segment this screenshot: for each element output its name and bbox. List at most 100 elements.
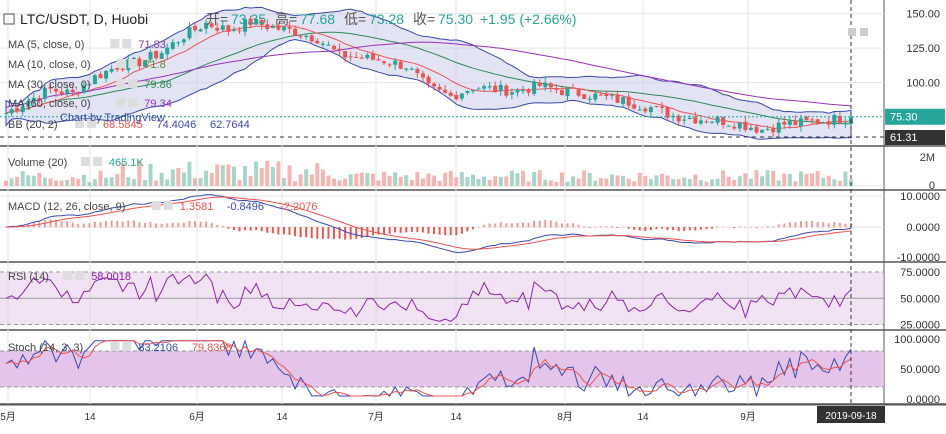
- settings-icon[interactable]: [116, 79, 126, 88]
- volume-bar: [504, 176, 509, 186]
- close-icon[interactable]: [122, 39, 132, 48]
- close-icon[interactable]: [87, 119, 96, 128]
- volume-bar: [187, 161, 192, 186]
- macd-histogram-bar: [60, 221, 63, 228]
- volume-bar: [376, 180, 381, 186]
- close-icon[interactable]: [122, 342, 132, 351]
- ma30-legend[interactable]: MA (30, close, 0): [8, 79, 91, 91]
- candle: [137, 58, 142, 67]
- settings-icon[interactable]: [860, 28, 868, 36]
- macd-histogram-bar: [677, 227, 680, 232]
- stoch-k-line: [5, 339, 852, 398]
- volume-bar: [48, 178, 53, 186]
- macd-histogram-bar: [694, 227, 697, 231]
- settings-icon[interactable]: [80, 157, 90, 166]
- volume-bar: [843, 171, 848, 186]
- candle: [787, 121, 792, 125]
- volume-bar: [482, 176, 487, 186]
- volume-bar: [732, 179, 737, 186]
- candle: [476, 88, 481, 90]
- candle: [459, 93, 464, 99]
- settings-icon[interactable]: [75, 119, 84, 128]
- volume-bar: [654, 175, 659, 186]
- candle: [782, 121, 787, 125]
- stoch-legend-value: 83.2106: [138, 342, 178, 354]
- ma10-legend[interactable]: MA (10, close, 0): [8, 59, 91, 71]
- candle: [109, 69, 114, 72]
- price-tick: 150.00: [906, 9, 940, 21]
- candle: [721, 117, 726, 125]
- candle: [343, 50, 348, 58]
- close-icon[interactable]: [128, 79, 138, 88]
- macd-histogram-bar: [505, 223, 508, 228]
- volume-bar: [154, 180, 159, 186]
- volume-bar: [621, 176, 626, 186]
- candle: [815, 119, 820, 124]
- close-icon[interactable]: [128, 59, 138, 68]
- volume-bar: [126, 177, 131, 186]
- settings-icon[interactable]: [110, 39, 120, 48]
- macd-legend[interactable]: MACD (12, 26, close, 9): [8, 201, 125, 213]
- macd-histogram-bar: [672, 227, 675, 231]
- macd-histogram-bar: [171, 222, 174, 228]
- macd-histogram-bar: [522, 222, 525, 228]
- settings-icon[interactable]: [116, 59, 126, 68]
- macd-histogram-bar: [799, 221, 802, 228]
- volume-legend[interactable]: Volume (20): [8, 157, 67, 169]
- volume-bar: [137, 160, 142, 186]
- current-price-value: 75.30: [890, 112, 918, 124]
- bb-legend-value: 62.7644: [210, 119, 250, 131]
- close-icon[interactable]: [128, 98, 138, 107]
- ma5-legend-label: MA (5, close, 0): [8, 39, 84, 51]
- volume-bar: [165, 179, 170, 186]
- macd-histogram-bar: [588, 227, 591, 228]
- volume-bar: [142, 180, 147, 186]
- settings-icon[interactable]: [116, 98, 126, 107]
- candle: [81, 85, 86, 93]
- macd-histogram-bar: [449, 227, 452, 236]
- close-icon[interactable]: [163, 201, 173, 210]
- volume-bar: [404, 175, 409, 186]
- close-icon[interactable]: [75, 271, 85, 280]
- maximize-icon[interactable]: [848, 28, 856, 36]
- candle: [337, 48, 342, 51]
- volume-bar: [810, 173, 815, 186]
- candle: [187, 27, 192, 39]
- stoch-legend[interactable]: Stoch (14, 3, 3): [8, 342, 83, 354]
- volume-bar: [754, 170, 759, 186]
- ma5-legend[interactable]: MA (5, close, 0): [8, 39, 84, 51]
- bb-legend[interactable]: BB (20, 2): [8, 119, 58, 131]
- settings-icon[interactable]: [151, 201, 161, 210]
- macd-histogram-bar: [455, 227, 458, 236]
- macd-histogram-bar: [577, 224, 580, 228]
- settings-icon[interactable]: [63, 271, 73, 280]
- volume-bar: [281, 177, 286, 186]
- candle: [576, 89, 581, 96]
- macd-histogram-bar: [288, 227, 291, 235]
- macd-histogram-bar: [360, 227, 363, 238]
- candle: [737, 122, 742, 129]
- volume-bar: [454, 177, 459, 186]
- settings-icon[interactable]: [110, 342, 120, 351]
- macd-histogram-bar: [438, 227, 441, 235]
- candle: [526, 89, 531, 93]
- macd-histogram-bar: [738, 226, 741, 228]
- volume-bar: [521, 170, 526, 186]
- candle: [37, 98, 42, 100]
- volume-bar: [582, 170, 587, 186]
- ma60-legend[interactable]: MA (60, close, 0): [8, 98, 91, 110]
- volume-tick: 0: [929, 180, 935, 192]
- close-icon[interactable]: [92, 157, 102, 166]
- macd-histogram-bar: [305, 227, 308, 238]
- macd-histogram-bar: [321, 227, 324, 239]
- collapse-icon[interactable]: [3, 13, 15, 25]
- macd-histogram-bar: [805, 220, 808, 228]
- candle: [120, 68, 125, 71]
- volume-bar: [115, 174, 120, 186]
- volume-bar: [293, 181, 298, 186]
- macd-histogram-bar: [833, 221, 836, 228]
- volume-bar: [243, 165, 248, 186]
- volume-bar: [215, 164, 220, 186]
- rsi-legend[interactable]: RSI (14): [8, 271, 49, 283]
